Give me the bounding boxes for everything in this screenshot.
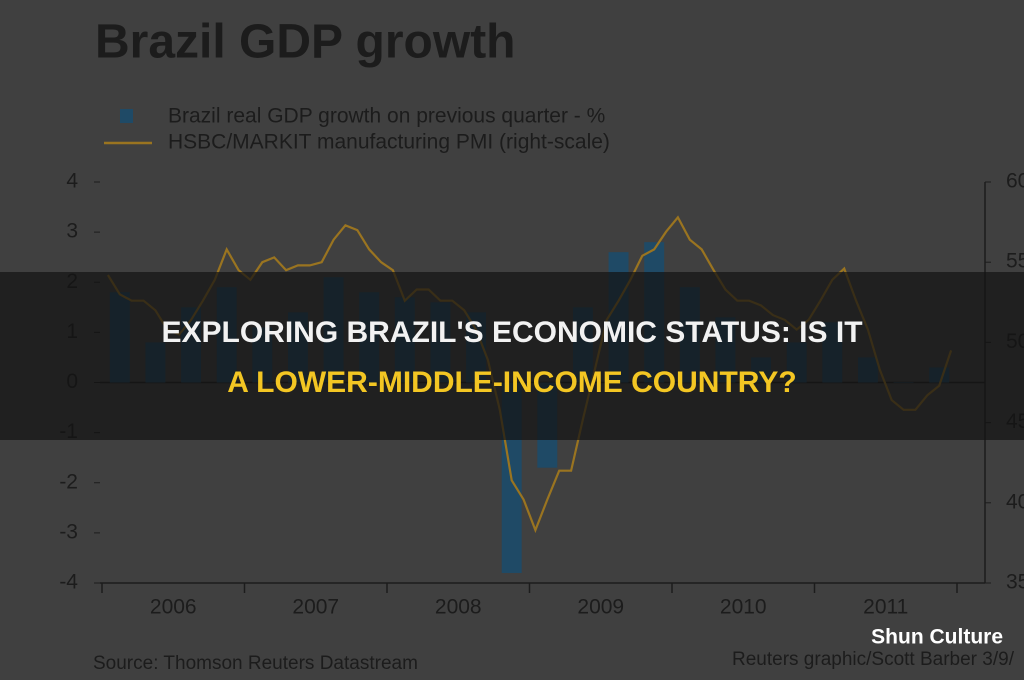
x-tick-label: 2009 bbox=[577, 596, 624, 619]
x-tick-label: 2011 bbox=[863, 596, 908, 619]
legend-swatch-bar bbox=[120, 109, 133, 123]
banner-title: A LOWER-MIDDLE-INCOME COUNTRY? bbox=[227, 366, 796, 399]
y-tick-label: -2 bbox=[59, 470, 78, 493]
y-tick-label: -4 bbox=[59, 571, 78, 594]
source: Source: Thomson Reuters Datastream bbox=[93, 653, 418, 674]
legend-label: HSBC/MARKIT manufacturing PMI (right-sca… bbox=[168, 131, 610, 154]
credit: Reuters graphic/Scott Barber 3/9/ bbox=[732, 649, 1015, 670]
x-tick-label: 2006 bbox=[150, 596, 197, 619]
y-tick-label: -3 bbox=[59, 520, 78, 543]
x-tick-label: 2008 bbox=[435, 596, 482, 619]
y2-tick-label: 35 bbox=[1006, 571, 1024, 594]
x-tick-label: 2010 bbox=[720, 596, 767, 619]
watermark: Shun Culture bbox=[871, 626, 1003, 649]
y2-tick-label: 60 bbox=[1006, 170, 1024, 193]
x-tick-label: 2007 bbox=[292, 596, 339, 619]
legend-label: Brazil real GDP growth on previous quart… bbox=[168, 105, 605, 128]
banner-title: EXPLORING BRAZIL'S ECONOMIC STATUS: IS I… bbox=[161, 316, 862, 349]
chart-title: Brazil GDP growth bbox=[95, 16, 516, 69]
y2-tick-label: 55 bbox=[1006, 250, 1024, 273]
y-tick-label: 4 bbox=[66, 170, 78, 193]
y2-tick-label: 40 bbox=[1006, 490, 1024, 513]
banner bbox=[0, 272, 1024, 440]
y-tick-label: 3 bbox=[66, 220, 78, 243]
